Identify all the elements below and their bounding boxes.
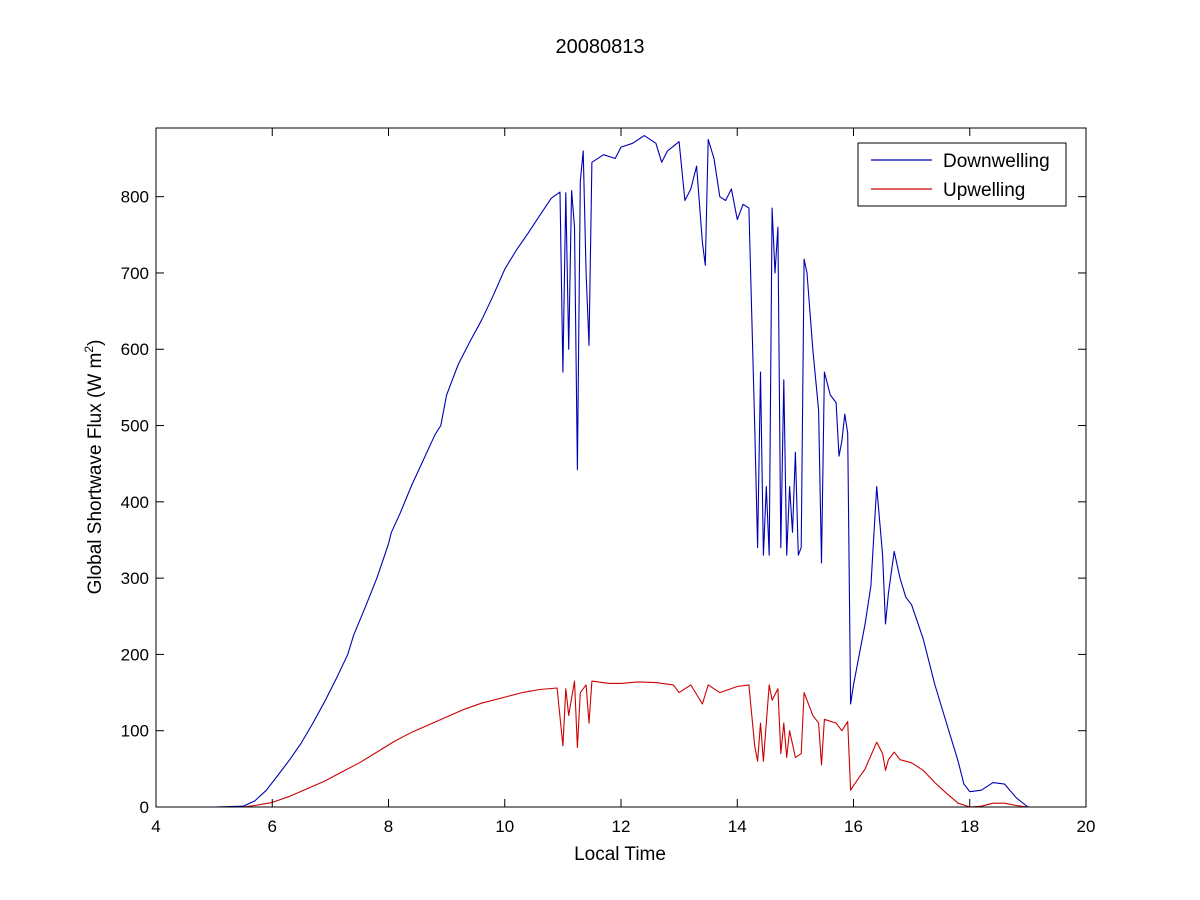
x-tick-label: 4 [151,817,160,836]
chart-title: 20080813 [556,36,645,58]
y-tick-label: 800 [121,188,149,207]
series-line-downwelling [205,135,1029,808]
y-tick-label: 500 [121,417,149,436]
x-tick-label: 14 [728,817,747,836]
x-tick-label: 10 [495,817,514,836]
legend-box [857,142,1067,207]
x-tick-label: 18 [960,817,979,836]
y-tick-label: 200 [121,645,149,664]
legend: Downwelling Upwelling [857,142,1067,207]
y-axis-label-main: Global Shortwave Flux (W m [85,353,106,595]
legend-label-downwelling: Downwelling [943,151,1050,172]
y-axis-label-superscript: 2 [82,346,96,353]
series-line-upwelling [205,680,1028,808]
legend-label-upwelling: Upwelling [943,180,1025,201]
x-tick-label: 20 [1077,817,1096,836]
y-tick-label: 0 [140,798,149,817]
y-tick-label: 600 [121,340,149,359]
y-tick-label: 300 [121,569,149,588]
y-tick-label: 400 [121,493,149,512]
y-axis-label: Global Shortwave Flux (W m2) [82,340,106,595]
y-tick-label: 700 [121,264,149,283]
plot-area [156,128,1086,807]
x-tick-label: 8 [384,817,393,836]
y-axis-label-close: ) [85,340,106,346]
x-tick-label: 6 [268,817,277,836]
x-tick-label: 16 [844,817,863,836]
x-tick-label: 12 [612,817,631,836]
series-layer [205,135,1029,808]
x-axis-label: Local Time [574,844,666,865]
y-tick-label: 100 [121,722,149,741]
